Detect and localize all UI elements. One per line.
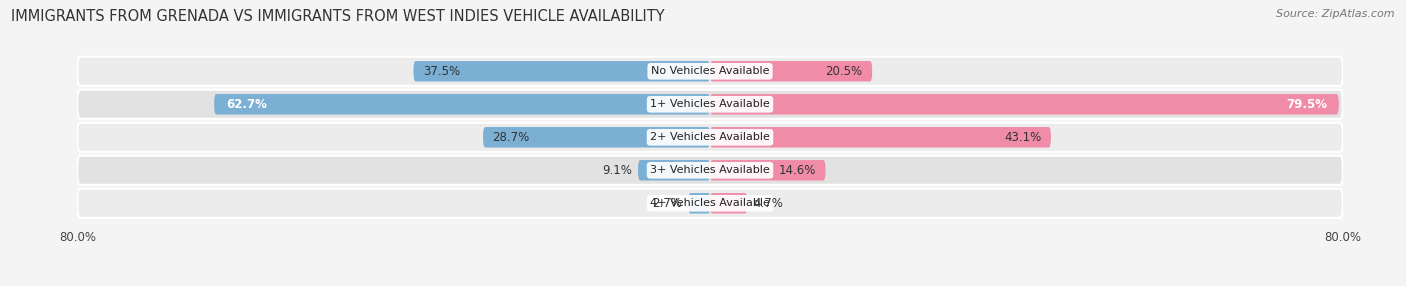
FancyBboxPatch shape (214, 94, 710, 114)
Text: 14.6%: 14.6% (779, 164, 815, 177)
Legend: Immigrants from Grenada, Immigrants from West Indies: Immigrants from Grenada, Immigrants from… (510, 283, 910, 286)
FancyBboxPatch shape (710, 193, 747, 214)
FancyBboxPatch shape (413, 61, 710, 82)
FancyBboxPatch shape (77, 123, 1343, 152)
Text: 4.7%: 4.7% (754, 197, 783, 210)
Text: 9.1%: 9.1% (602, 164, 631, 177)
FancyBboxPatch shape (484, 127, 710, 148)
Text: 2+ Vehicles Available: 2+ Vehicles Available (650, 132, 770, 142)
Text: Source: ZipAtlas.com: Source: ZipAtlas.com (1277, 9, 1395, 19)
Text: 3+ Vehicles Available: 3+ Vehicles Available (650, 165, 770, 175)
Text: 1+ Vehicles Available: 1+ Vehicles Available (650, 99, 770, 109)
Text: 4+ Vehicles Available: 4+ Vehicles Available (650, 198, 770, 208)
Text: 43.1%: 43.1% (1004, 131, 1042, 144)
FancyBboxPatch shape (77, 57, 1343, 86)
FancyBboxPatch shape (710, 127, 1050, 148)
Text: 79.5%: 79.5% (1286, 98, 1327, 111)
Text: 28.7%: 28.7% (492, 131, 530, 144)
FancyBboxPatch shape (77, 189, 1343, 218)
FancyBboxPatch shape (710, 160, 825, 180)
FancyBboxPatch shape (638, 160, 710, 180)
FancyBboxPatch shape (77, 90, 1343, 119)
Text: 37.5%: 37.5% (423, 65, 460, 78)
FancyBboxPatch shape (710, 61, 872, 82)
Text: IMMIGRANTS FROM GRENADA VS IMMIGRANTS FROM WEST INDIES VEHICLE AVAILABILITY: IMMIGRANTS FROM GRENADA VS IMMIGRANTS FR… (11, 9, 665, 23)
Text: 20.5%: 20.5% (825, 65, 863, 78)
FancyBboxPatch shape (77, 156, 1343, 185)
Text: 2.7%: 2.7% (652, 197, 682, 210)
Text: No Vehicles Available: No Vehicles Available (651, 66, 769, 76)
FancyBboxPatch shape (689, 193, 710, 214)
FancyBboxPatch shape (710, 94, 1339, 114)
Text: 62.7%: 62.7% (226, 98, 267, 111)
